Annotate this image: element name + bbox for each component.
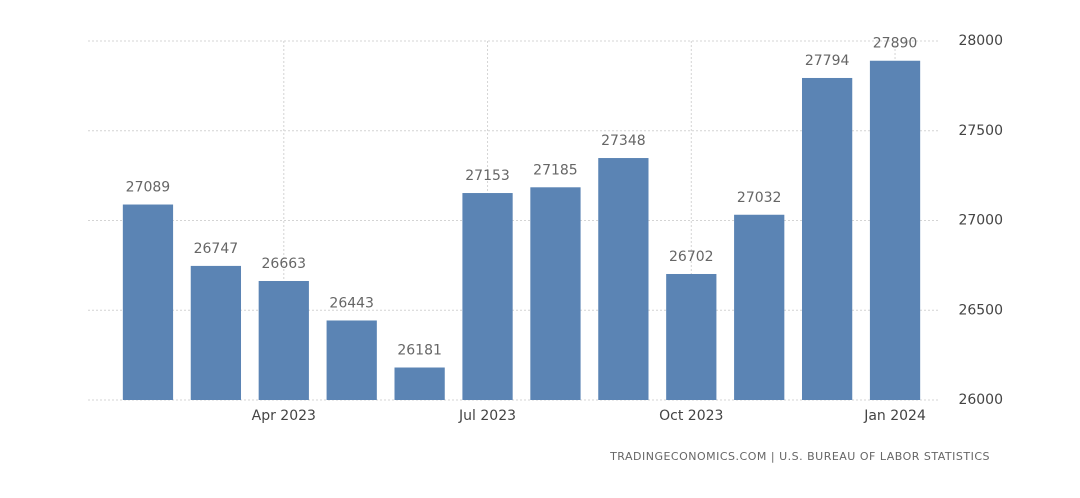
bar	[801, 77, 853, 401]
value-label: 26663	[262, 256, 307, 272]
value-label: 26443	[329, 295, 374, 311]
bar	[530, 187, 581, 400]
x-tick-label: Apr 2023	[252, 408, 316, 424]
value-label: 27153	[465, 168, 510, 184]
source: TRADINGECONOMICS.COM | U.S. BUREAU OF LA…	[609, 450, 990, 463]
bar	[462, 193, 513, 400]
y-tick-label: 28000	[958, 33, 1003, 49]
bar	[190, 265, 242, 400]
x-tick-label: Oct 2023	[659, 408, 723, 424]
y-tick-label: 27500	[958, 123, 1003, 139]
value-label: 26181	[397, 343, 442, 359]
y-tick-label: 26000	[958, 392, 1003, 408]
value-label: 27794	[805, 53, 850, 69]
value-label: 27890	[873, 36, 918, 52]
x-tick-label: Jan 2024	[863, 408, 926, 424]
bar	[122, 204, 174, 400]
y-tick-label: 27000	[958, 213, 1003, 229]
x-tick-label: Jul 2023	[458, 408, 516, 424]
value-label: 26747	[194, 241, 239, 257]
bar	[598, 158, 649, 400]
bar	[734, 214, 785, 400]
value-label: 26702	[669, 249, 714, 265]
value-label: 27348	[601, 133, 646, 149]
value-label: 27032	[737, 190, 782, 206]
value-label: 27089	[126, 180, 171, 196]
bar	[666, 273, 717, 400]
value-label: 27185	[533, 162, 578, 178]
bar	[258, 280, 309, 400]
bar	[326, 320, 377, 400]
bar	[394, 367, 445, 400]
bar	[869, 60, 921, 401]
y-tick-label: 26500	[958, 302, 1003, 318]
